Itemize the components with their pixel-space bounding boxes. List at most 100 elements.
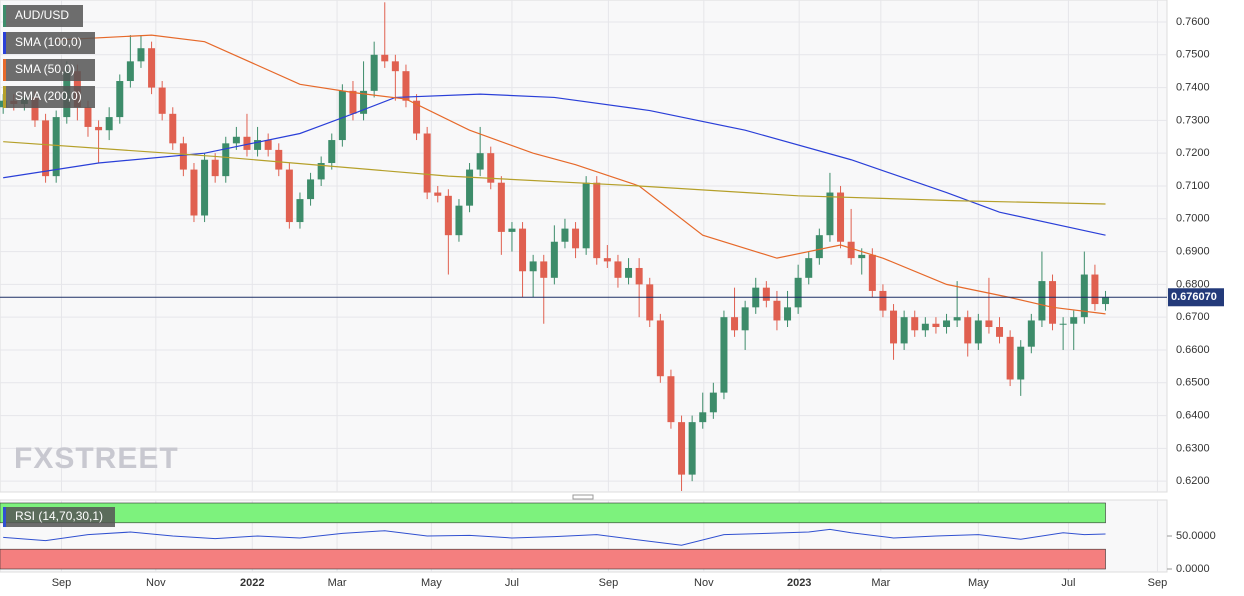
legend-box bbox=[3, 32, 95, 54]
candle-body bbox=[603, 258, 611, 262]
candle-body bbox=[1059, 323, 1067, 325]
candle-body bbox=[254, 140, 262, 150]
y-tick-label: 0.0000 bbox=[1176, 563, 1210, 575]
candle-body bbox=[338, 90, 346, 141]
legend-label: AUD/USD bbox=[15, 8, 69, 22]
candle-body bbox=[126, 61, 134, 82]
pane-handle bbox=[572, 494, 594, 500]
price-tag bbox=[1168, 288, 1224, 307]
candle-body bbox=[137, 48, 145, 62]
candle-body bbox=[105, 117, 113, 131]
candle-body bbox=[285, 169, 293, 223]
candle-body bbox=[974, 320, 982, 344]
legend-label: SMA (100,0) bbox=[15, 35, 82, 49]
candle-body bbox=[148, 48, 156, 88]
candle-body bbox=[858, 254, 866, 259]
candle-body bbox=[222, 143, 230, 177]
candle-body bbox=[95, 126, 103, 131]
y-tick-label: 0.7400 bbox=[1176, 81, 1210, 93]
candle-body bbox=[497, 182, 505, 232]
candle-body bbox=[328, 140, 336, 164]
y-tick-label: 0.6700 bbox=[1176, 311, 1210, 323]
candle-body bbox=[1038, 281, 1046, 321]
x-tick-label: Mar bbox=[871, 577, 890, 589]
candle-body bbox=[561, 228, 569, 242]
y-tick-label: 0.7600 bbox=[1176, 16, 1210, 28]
x-tick-label: Sep bbox=[52, 577, 72, 589]
candle-body bbox=[275, 149, 283, 170]
candle-body bbox=[201, 159, 209, 216]
candle-body bbox=[964, 317, 972, 344]
x-tick-label: Sep bbox=[1148, 577, 1168, 589]
x-tick-label: Nov bbox=[694, 577, 714, 589]
legend-swatch bbox=[3, 59, 6, 81]
candle-body bbox=[784, 307, 792, 321]
x-tick-label: 2022 bbox=[240, 577, 264, 589]
candle-body bbox=[52, 117, 60, 177]
legend-label: SMA (200,0) bbox=[15, 89, 82, 103]
rsi-line bbox=[3, 528, 1106, 546]
candle-body bbox=[1080, 274, 1088, 318]
candle-body bbox=[985, 320, 993, 328]
candle-body bbox=[847, 241, 855, 259]
y-tick-label: 0.7000 bbox=[1176, 213, 1210, 225]
candle-body bbox=[1091, 274, 1099, 305]
candle-body bbox=[911, 317, 919, 331]
candle-body bbox=[1070, 317, 1078, 324]
candle-body bbox=[900, 317, 908, 344]
candle-body bbox=[529, 261, 537, 272]
candle-body bbox=[720, 317, 728, 393]
candle-body bbox=[487, 153, 495, 183]
candle-body bbox=[423, 133, 431, 193]
candle-body bbox=[264, 140, 272, 150]
marks bbox=[0, 2, 1167, 570]
candle-body bbox=[243, 136, 251, 150]
candle-body bbox=[953, 317, 961, 321]
candle-body bbox=[699, 412, 707, 423]
x-tick-label: Jul bbox=[1061, 577, 1075, 589]
rsi-title-swatch bbox=[3, 507, 6, 527]
candle-body bbox=[921, 323, 929, 331]
candle-body bbox=[625, 267, 633, 278]
legend-box bbox=[3, 5, 83, 27]
candle-body bbox=[943, 320, 951, 328]
y-tick-label: 0.6500 bbox=[1176, 377, 1210, 389]
candle-body bbox=[413, 100, 421, 134]
candle-body bbox=[646, 284, 654, 321]
candle-body bbox=[667, 376, 675, 423]
x-tick-label: May bbox=[968, 577, 989, 589]
candle-body bbox=[434, 192, 442, 196]
candle-body bbox=[656, 320, 664, 377]
y-tick-label: 0.6800 bbox=[1176, 278, 1210, 290]
y-tick-label: 0.7300 bbox=[1176, 114, 1210, 126]
candle-body bbox=[296, 199, 304, 223]
candle-body bbox=[815, 235, 823, 259]
y-tick-label: 0.6300 bbox=[1176, 442, 1210, 454]
candle-body bbox=[635, 267, 643, 285]
candle-body bbox=[444, 195, 452, 236]
candle-body bbox=[370, 54, 378, 91]
candle-body bbox=[582, 182, 590, 249]
candle-body bbox=[678, 422, 686, 475]
x-tick-label: Mar bbox=[328, 577, 347, 589]
x-tick-label: Sep bbox=[599, 577, 619, 589]
legend-box bbox=[3, 59, 95, 81]
candle-body bbox=[1049, 281, 1057, 324]
candle-body bbox=[381, 54, 389, 62]
candle-body bbox=[731, 317, 739, 331]
candle-body bbox=[232, 136, 240, 144]
candle-body bbox=[317, 163, 325, 180]
candle-body bbox=[688, 422, 696, 475]
candle-body bbox=[211, 159, 219, 177]
candle-body bbox=[360, 90, 368, 114]
rsi-band bbox=[0, 548, 1106, 570]
y-tick-label: 0.7100 bbox=[1176, 180, 1210, 192]
rsi-title: RSI (14,70,30,1) bbox=[15, 509, 103, 523]
watermark: FXSTREET bbox=[14, 442, 179, 475]
rsi-band bbox=[0, 502, 1106, 524]
candle-body bbox=[890, 310, 898, 344]
candle-body bbox=[932, 323, 940, 328]
y-tick-label: 0.6900 bbox=[1176, 245, 1210, 257]
